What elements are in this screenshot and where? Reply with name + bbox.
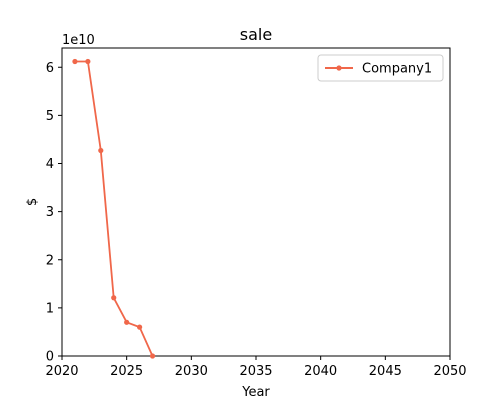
- data-point: [149, 353, 156, 359]
- data-point: [111, 295, 117, 301]
- x-tick-label: 2020: [45, 364, 78, 379]
- x-tick-label: 2030: [175, 364, 208, 379]
- data-point: [98, 147, 104, 154]
- y-tick-label: 2: [46, 253, 54, 268]
- series-layer: [72, 58, 156, 359]
- x-tick-label: 2035: [239, 364, 272, 379]
- y-axis-label: $: [25, 198, 40, 206]
- data-point: [137, 324, 143, 330]
- x-tick-label: 2040: [304, 364, 337, 379]
- data-point: [72, 58, 78, 65]
- y-tick-label: 4: [46, 157, 54, 172]
- y-tick-label: 6: [46, 61, 54, 76]
- legend-box: [317, 54, 444, 82]
- series-line-company1: [74, 60, 154, 357]
- legend-entry-company1: Company1: [362, 62, 432, 77]
- y-tick-label: 5: [46, 109, 54, 124]
- legend: Company1: [317, 54, 444, 82]
- data-point: [124, 319, 130, 325]
- x-axis: 2020 2025 2030 2035 2040 2045 2050: [45, 356, 467, 379]
- y-tick-label: 1: [46, 301, 54, 316]
- y-tick-label: 3: [46, 205, 54, 220]
- x-tick-label: 2045: [369, 364, 402, 379]
- x-tick-label: 2025: [110, 364, 143, 379]
- legend-swatch-marker: [336, 65, 342, 71]
- data-point: [85, 58, 91, 65]
- y-exponent-label: 1e10: [62, 33, 95, 48]
- plot-area: 2020 2025 2030 2035 2040 2045 2050 0 1 2 3 4 5 6: [45, 47, 467, 379]
- x-axis-label: Year: [241, 385, 270, 400]
- x-tick-label: 2050: [433, 364, 466, 379]
- y-axis: 0 1 2 3 4 5 6: [46, 61, 62, 365]
- chart-title: sale: [240, 25, 272, 44]
- y-tick-label: 0: [46, 350, 54, 365]
